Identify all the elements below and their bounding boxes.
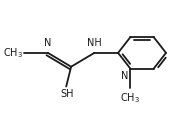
Text: N: N [121, 71, 128, 81]
Text: SH: SH [60, 89, 74, 99]
Text: N: N [44, 38, 52, 48]
Text: CH$_3$: CH$_3$ [3, 46, 23, 60]
Text: CH$_3$: CH$_3$ [120, 91, 140, 105]
Text: NH: NH [87, 38, 102, 48]
